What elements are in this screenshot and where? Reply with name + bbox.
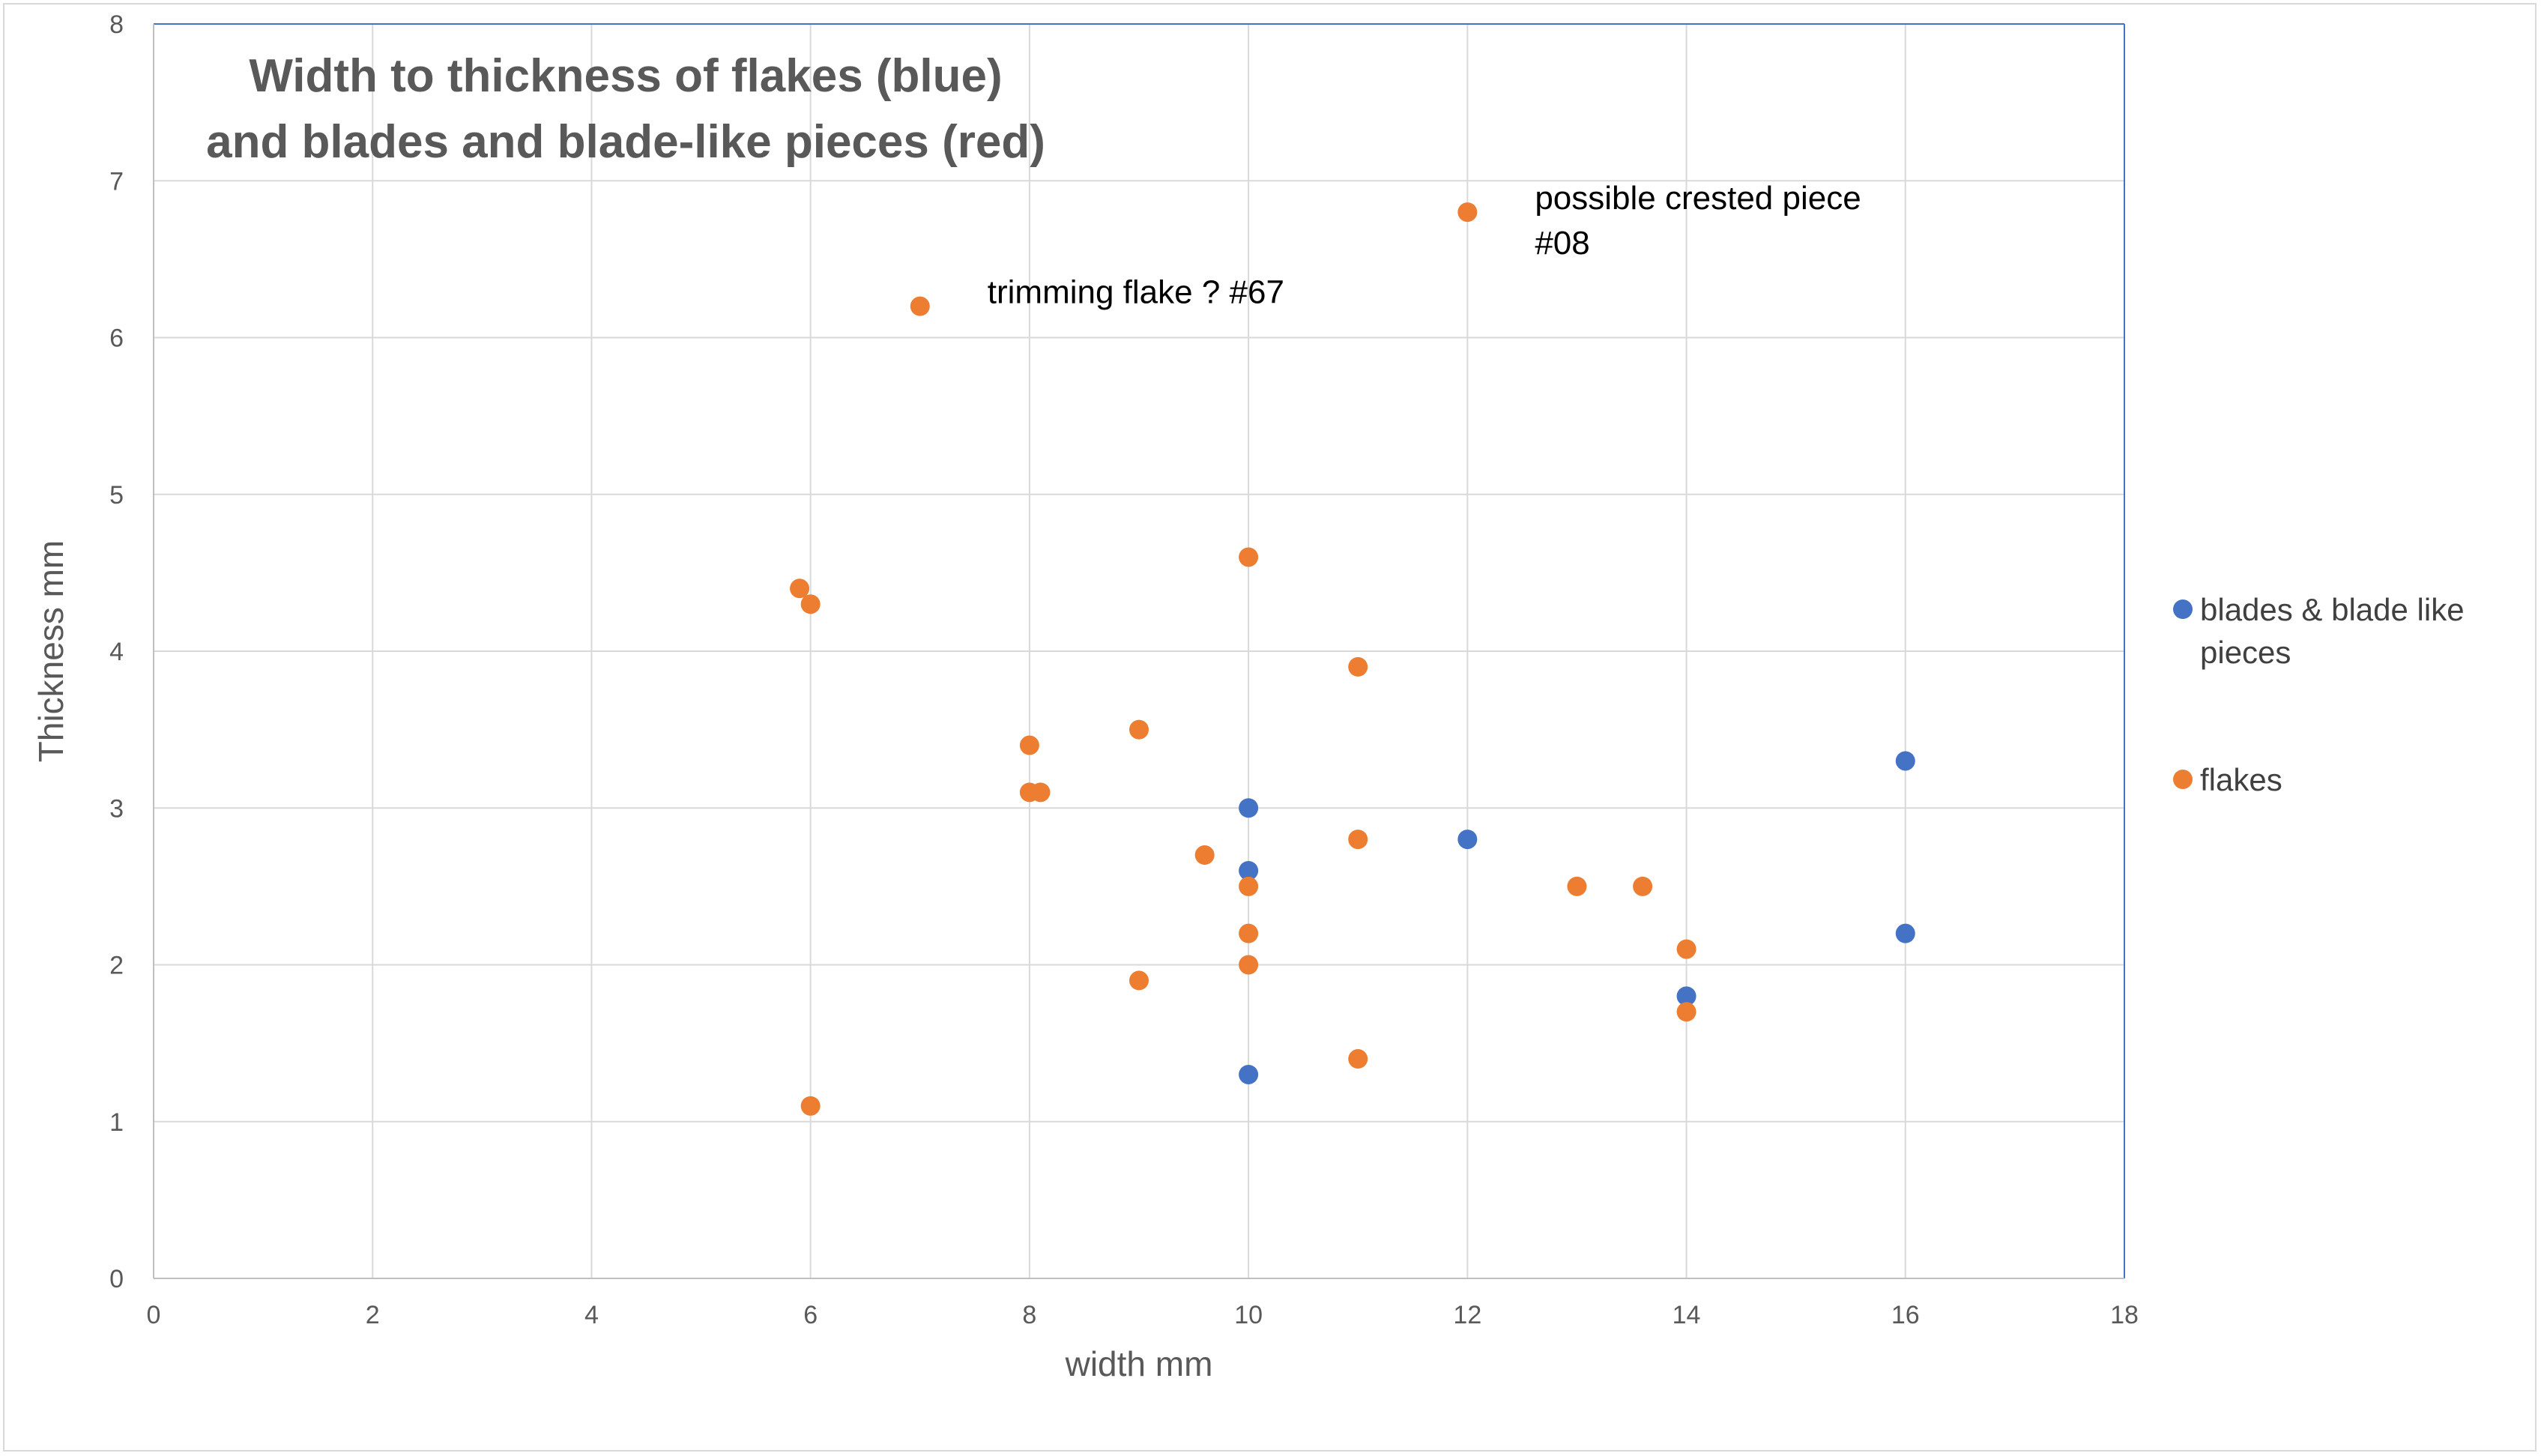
data-annotation: trimming flake ? #67 [988, 274, 1284, 311]
data-point-flakes [1348, 656, 1368, 677]
data-point-flakes [1239, 923, 1259, 943]
data-point-blades [1239, 798, 1259, 818]
data-point-flakes [1129, 970, 1149, 991]
x-tick-label: 6 [803, 1301, 818, 1329]
legend-label: pieces [2200, 635, 2291, 670]
y-tick-label: 0 [109, 1265, 124, 1293]
data-point-blades [1457, 830, 1478, 850]
x-axis-label: width mm [1065, 1344, 1213, 1383]
x-tick-label: 10 [1234, 1301, 1263, 1329]
y-tick-label: 8 [109, 10, 124, 39]
data-point-blades [1895, 923, 1915, 943]
x-tick-label: 2 [366, 1301, 380, 1329]
chart-frame [3, 3, 2537, 1452]
x-tick-label: 12 [1453, 1301, 1481, 1329]
data-point-flakes [1030, 782, 1051, 803]
data-annotation: possible crested piece [1535, 180, 1861, 217]
data-point-blades [1676, 986, 1696, 1006]
x-tick-label: 0 [147, 1301, 161, 1329]
data-point-flakes [1019, 735, 1039, 755]
data-point-flakes [800, 1096, 821, 1116]
data-point-flakes [1457, 202, 1478, 223]
data-point-flakes [1129, 719, 1149, 740]
y-tick-label: 2 [109, 952, 124, 980]
y-tick-label: 5 [109, 481, 124, 510]
data-annotation: #08 [1535, 225, 1589, 262]
data-point-flakes [1194, 845, 1215, 866]
y-tick-label: 1 [109, 1108, 124, 1137]
x-tick-label: 16 [1891, 1301, 1920, 1329]
x-tick-label: 14 [1673, 1301, 1701, 1329]
data-point-flakes [800, 594, 821, 614]
data-point-flakes [1676, 939, 1696, 959]
data-point-flakes [910, 296, 930, 316]
y-axis-label: Thickness mm [31, 540, 70, 762]
data-point-flakes [1567, 876, 1587, 896]
legend-marker [2173, 770, 2193, 789]
data-point-flakes [1676, 1002, 1696, 1022]
legend-marker [2173, 599, 2193, 619]
data-point-blades [1239, 1064, 1259, 1084]
data-point-flakes [1348, 1049, 1368, 1069]
y-tick-label: 3 [109, 794, 124, 823]
data-point-blades [1239, 860, 1259, 880]
chart-title: and blades and blade-like pieces (red) [206, 116, 1045, 168]
data-point-flakes [1633, 876, 1653, 896]
data-point-flakes [790, 579, 810, 599]
y-tick-label: 4 [109, 638, 124, 666]
data-point-flakes [1239, 876, 1259, 896]
x-tick-label: 18 [2110, 1301, 2139, 1329]
legend-label: flakes [2200, 762, 2282, 797]
data-point-flakes [1239, 955, 1259, 975]
legend-label: blades & blade like [2200, 592, 2465, 627]
chart-title: Width to thickness of flakes (blue) [249, 50, 1002, 102]
data-point-flakes [1239, 547, 1259, 567]
x-tick-label: 8 [1022, 1301, 1036, 1329]
data-point-flakes [1348, 830, 1368, 850]
x-tick-label: 4 [584, 1301, 599, 1329]
y-tick-label: 7 [109, 167, 124, 196]
y-tick-label: 6 [109, 324, 124, 353]
data-point-blades [1895, 751, 1915, 771]
